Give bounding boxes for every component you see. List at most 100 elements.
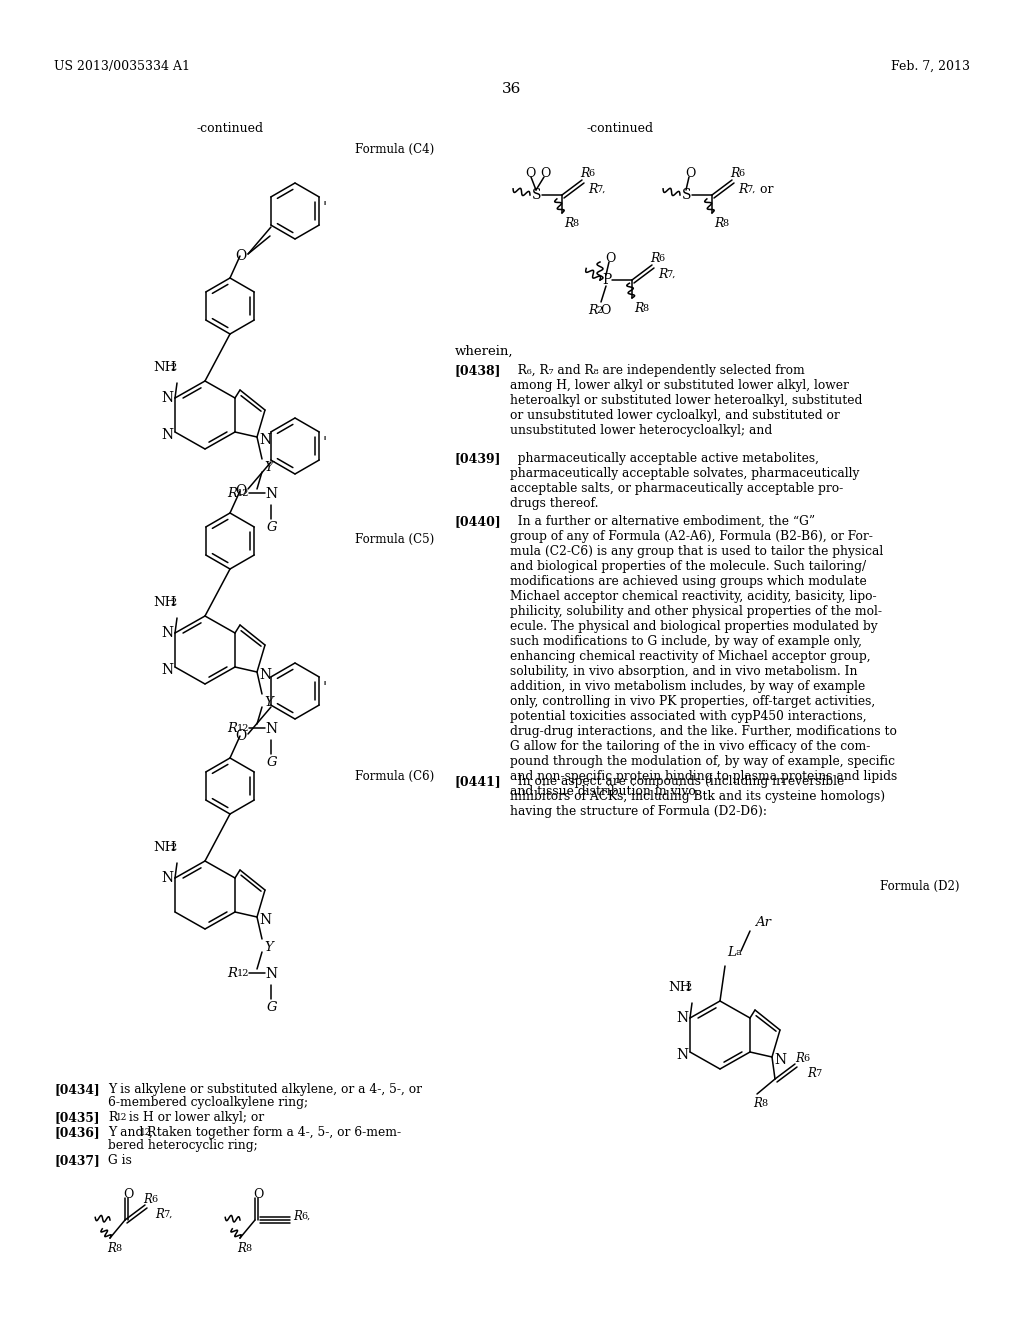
Text: R: R [227,968,237,979]
Text: R₆, R₇ and R₈ are independently selected from
among H, lower alkyl or substitute: R₆, R₇ and R₈ are independently selected… [510,364,862,437]
Text: R: R [155,1208,164,1221]
Text: 12: 12 [237,488,250,498]
Text: [0438]: [0438] [455,364,502,378]
Text: N: N [161,428,173,442]
Text: R: R [738,183,748,195]
Text: L: L [727,946,736,960]
Text: Y and R: Y and R [108,1126,157,1139]
Text: 7,: 7, [666,271,676,279]
Text: O: O [123,1188,133,1201]
Text: bered heterocyclic ring;: bered heterocyclic ring; [108,1139,258,1152]
Text: S: S [682,187,691,202]
Text: NH: NH [153,597,176,609]
Text: O: O [605,252,615,265]
Text: In a further or alternative embodiment, the “G”
group of any of Formula (A2-A6),: In a further or alternative embodiment, … [510,515,897,799]
Text: R: R [227,487,237,500]
Text: R: R [730,168,739,180]
Text: Formula (D2): Formula (D2) [881,880,961,894]
Text: Y: Y [264,696,272,709]
Text: 7,: 7, [746,185,756,194]
Text: 12: 12 [140,1129,152,1137]
Text: Feb. 7, 2013: Feb. 7, 2013 [891,59,970,73]
Text: R: R [237,1242,246,1255]
Text: NH: NH [153,841,176,854]
Text: S: S [532,187,542,202]
Text: N: N [161,871,173,884]
Text: O: O [600,304,610,317]
Text: G is: G is [108,1154,132,1167]
Text: [0439]: [0439] [455,451,502,465]
Text: R: R [564,216,573,230]
Text: N: N [259,668,271,682]
Text: N: N [774,1053,786,1067]
Text: 36: 36 [503,82,521,96]
Text: R: R [714,216,723,230]
Text: 8: 8 [761,1100,767,1107]
Text: 7: 7 [815,1069,821,1078]
Text: 12: 12 [116,1113,127,1122]
Text: Y is alkylene or substituted alkylene, or a 4-, 5-, or: Y is alkylene or substituted alkylene, o… [108,1082,422,1096]
Text: Formula (C4): Formula (C4) [355,143,434,156]
Text: R: R [634,302,643,315]
Text: R: R [650,252,659,265]
Text: O: O [234,249,246,263]
Text: 2: 2 [170,843,176,851]
Text: 6: 6 [151,1195,157,1204]
Text: [0434]: [0434] [54,1082,99,1096]
Text: Formula (C5): Formula (C5) [355,533,434,546]
Text: N: N [259,913,271,927]
Text: NH: NH [153,360,176,374]
Text: Y: Y [264,461,272,474]
Text: 6: 6 [588,169,594,178]
Text: N: N [265,722,278,737]
Text: P: P [602,273,611,286]
Text: N: N [265,487,278,502]
Text: ': ' [323,681,327,696]
Text: N: N [161,391,173,405]
Text: R: R [588,304,597,317]
Text: 12: 12 [237,723,250,733]
Text: 6,: 6, [301,1212,310,1221]
Text: R: R [753,1097,762,1110]
Text: US 2013/0035334 A1: US 2013/0035334 A1 [54,59,190,73]
Text: 7,: 7, [163,1210,172,1218]
Text: R: R [580,168,590,180]
Text: , taken together form a 4-, 5-, or 6-mem-: , taken together form a 4-, 5-, or 6-mem… [150,1126,401,1139]
Text: Ar: Ar [755,916,771,929]
Text: ': ' [323,436,327,450]
Text: 6-membered cycloalkylene ring;: 6-membered cycloalkylene ring; [108,1096,308,1109]
Text: N: N [676,1048,688,1063]
Text: 6: 6 [738,169,744,178]
Text: Formula (C6): Formula (C6) [355,770,434,783]
Text: 2: 2 [685,983,691,993]
Text: [0440]: [0440] [455,515,502,528]
Text: [0435]: [0435] [54,1111,99,1125]
Text: 8: 8 [722,219,728,228]
Text: R: R [106,1242,116,1255]
Text: R: R [588,183,597,195]
Text: G: G [267,521,278,535]
Text: N: N [161,663,173,677]
Text: -continued: -continued [197,121,263,135]
Text: NH: NH [668,981,691,994]
Text: N: N [676,1011,688,1026]
Text: 2: 2 [170,363,176,372]
Text: O: O [234,484,246,498]
Text: N: N [265,968,278,981]
Text: 8: 8 [572,219,579,228]
Text: [0441]: [0441] [455,775,502,788]
Text: R: R [293,1210,302,1224]
Text: 8: 8 [642,304,648,313]
Text: N: N [161,626,173,640]
Text: G: G [267,756,278,770]
Text: R: R [227,722,237,735]
Text: O: O [234,729,246,743]
Text: O: O [253,1188,263,1201]
Text: N: N [259,433,271,447]
Text: is H or lower alkyl; or: is H or lower alkyl; or [125,1111,264,1125]
Text: Y: Y [264,941,272,954]
Text: ': ' [323,201,327,215]
Text: R: R [658,268,668,281]
Text: R: R [795,1052,804,1065]
Text: 8: 8 [245,1243,251,1253]
